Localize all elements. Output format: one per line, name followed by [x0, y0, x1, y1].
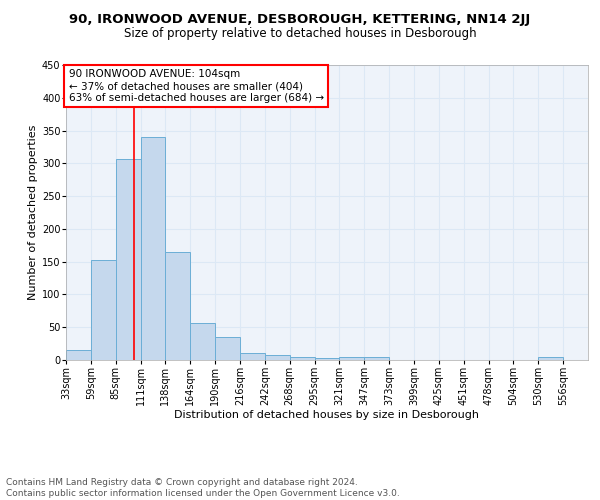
Bar — [140, 137, 166, 360]
Bar — [116, 160, 140, 360]
Bar — [91, 260, 116, 360]
Bar — [314, 358, 340, 360]
Bar — [66, 350, 91, 360]
Text: Size of property relative to detached houses in Desborough: Size of property relative to detached ho… — [124, 28, 476, 40]
Bar — [166, 252, 190, 360]
Text: Contains HM Land Registry data © Crown copyright and database right 2024.
Contai: Contains HM Land Registry data © Crown c… — [6, 478, 400, 498]
X-axis label: Distribution of detached houses by size in Desborough: Distribution of detached houses by size … — [175, 410, 479, 420]
Bar — [364, 356, 389, 360]
Bar — [190, 322, 215, 360]
Y-axis label: Number of detached properties: Number of detached properties — [28, 125, 38, 300]
Bar — [538, 356, 563, 360]
Bar — [265, 355, 290, 360]
Text: 90 IRONWOOD AVENUE: 104sqm
← 37% of detached houses are smaller (404)
63% of sem: 90 IRONWOOD AVENUE: 104sqm ← 37% of deta… — [68, 70, 324, 102]
Bar — [215, 337, 240, 360]
Bar — [290, 356, 314, 360]
Text: 90, IRONWOOD AVENUE, DESBOROUGH, KETTERING, NN14 2JJ: 90, IRONWOOD AVENUE, DESBOROUGH, KETTERI… — [70, 12, 530, 26]
Bar — [340, 356, 364, 360]
Bar — [240, 354, 265, 360]
